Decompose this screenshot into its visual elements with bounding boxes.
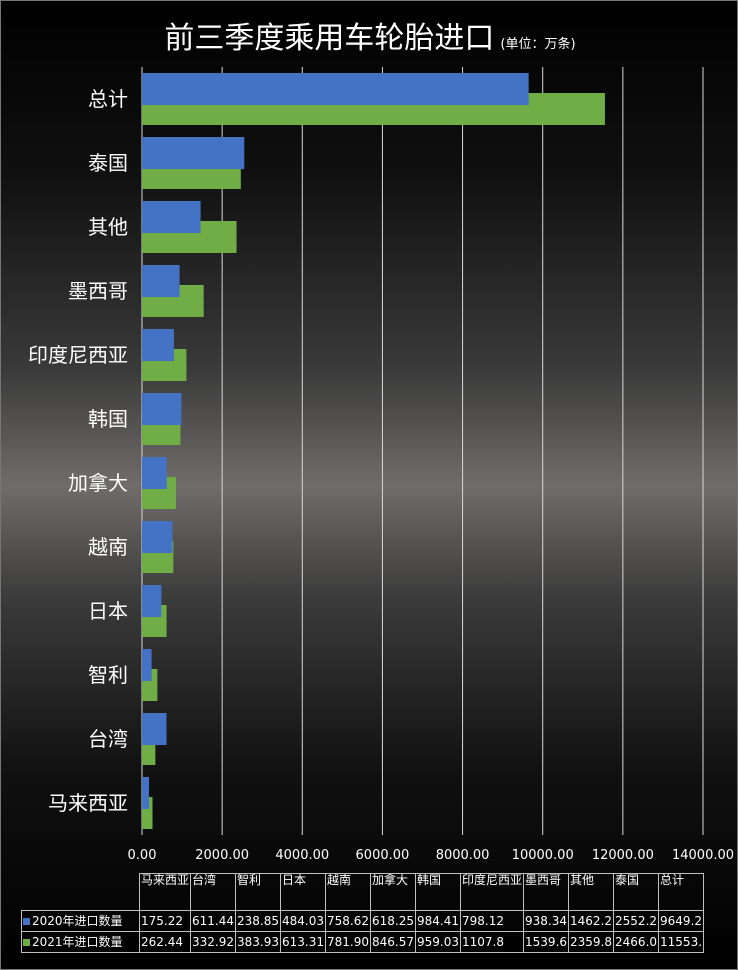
table-row: 2020年进口数量 175.22 611.44 238.85 484.03 758.62 6… — [21, 910, 705, 932]
category-label: 马来西亚 — [48, 791, 128, 815]
table-value-cell: 984.41 — [415, 910, 462, 932]
chart-unit-label: (单位：万条) — [500, 37, 576, 52]
table-value-cell: 758.62 — [325, 910, 372, 932]
legend-key — [23, 939, 30, 946]
series-legend-label: 2021年进口数量 — [21, 931, 140, 953]
table-header-cell: 智利 — [235, 873, 282, 911]
table-value-cell: 613.31 — [280, 931, 327, 953]
category-label: 其他 — [88, 215, 128, 239]
bar-2020 — [142, 457, 167, 489]
table-value-cell: 959.03 — [415, 931, 462, 953]
table-value-cell: 781.90 — [325, 931, 372, 953]
x-tick-label: 4000.00 — [275, 848, 329, 863]
table-header-cell: 墨西哥 — [523, 873, 570, 911]
table-header-cell: 印度尼西亚 — [460, 873, 525, 911]
table-header-cell: 马来西亚 — [138, 873, 192, 911]
table-value-cell: 2552.2 — [613, 910, 660, 932]
x-tick-label: 0.00 — [128, 848, 157, 863]
table-corner — [21, 873, 140, 911]
x-tick-label: 2000.00 — [195, 848, 249, 863]
bar-2020 — [142, 777, 150, 809]
category-label: 泰国 — [88, 151, 128, 175]
table-value-cell: 846.57 — [370, 931, 417, 953]
table-value-cell: 938.34 — [523, 910, 570, 932]
category-label: 加拿大 — [68, 471, 128, 495]
bar-2020 — [142, 137, 245, 169]
table-value-cell: 175.22 — [138, 910, 192, 932]
table-header-cell: 日本 — [280, 873, 327, 911]
bar-2020 — [142, 713, 167, 745]
bar-2020 — [142, 265, 180, 297]
bar-chart: 0.00 2000.00 4000.00 6000.00 8000.00 10000.00… — [28, 67, 734, 863]
x-tick-label: 10000.00 — [512, 848, 574, 863]
bar-2020 — [142, 201, 201, 233]
x-tick-label: 6000.00 — [356, 848, 410, 863]
category-label: 日本 — [88, 599, 128, 623]
table-value-cell: 262.44 — [138, 931, 192, 953]
table-header-cell: 泰国 — [613, 873, 660, 911]
table-header-cell: 其他 — [568, 873, 615, 911]
table-value-cell: 9649.2 — [658, 910, 705, 932]
chart-title: 前三季度乘用车轮胎进口 — [164, 21, 495, 56]
x-tick-label: 14000.00 — [672, 848, 734, 863]
category-label: 台湾 — [88, 727, 128, 751]
table-header-cell: 总计 — [658, 873, 705, 911]
table-value-cell: 332.92 — [190, 931, 237, 953]
category-label: 总计 — [88, 87, 128, 111]
legend-key — [23, 918, 30, 925]
table-value-cell: 798.12 — [460, 910, 525, 932]
chart-data-table: 马来西亚 台湾 智利 日本 越南 加拿大 韩国 印度尼西亚 墨西哥 其他 泰国 总计 2020年进口数量… — [21, 873, 705, 953]
table-value-cell: 383.93 — [235, 931, 282, 953]
category-label: 墨西哥 — [68, 279, 128, 303]
bar-2020 — [142, 649, 152, 681]
table-value-cell: 484.03 — [280, 910, 327, 932]
category-label: 印度尼西亚 — [28, 343, 128, 367]
x-tick-label: 8000.00 — [436, 848, 490, 863]
chart-title-block: 前三季度乘用车轮胎进口 (单位：万条) — [1, 13, 738, 57]
table-value-cell: 1462.2 — [568, 910, 615, 932]
table-value-cell: 611.44 — [190, 910, 237, 932]
category-label: 韩国 — [88, 407, 128, 431]
table-value-cell: 1539.6 — [523, 931, 570, 953]
category-label: 智利 — [88, 663, 128, 687]
table-row: 2021年进口数量 262.44 332.92 383.93 613.31 781.90 8… — [21, 931, 705, 953]
table-value-cell: 238.85 — [235, 910, 282, 932]
table-header-cell: 韩国 — [415, 873, 462, 911]
table-value-cell: 1107.8 — [460, 931, 525, 953]
bar-2020 — [142, 329, 174, 361]
bar-2020 — [142, 585, 162, 617]
x-tick-label: 12000.00 — [592, 848, 654, 863]
series-legend-label: 2020年进口数量 — [21, 910, 140, 932]
table-value-cell: 618.25 — [370, 910, 417, 932]
bar-2020 — [142, 393, 182, 425]
table-value-cell: 2466.0 — [613, 931, 660, 953]
bar-2021 — [142, 797, 153, 829]
table-value-cell: 2359.8 — [568, 931, 615, 953]
table-header-cell: 台湾 — [190, 873, 237, 911]
table-header-cell: 越南 — [325, 873, 372, 911]
bar-2020 — [142, 73, 529, 105]
bar-2020 — [142, 521, 173, 553]
table-header-cell: 加拿大 — [370, 873, 417, 911]
table-value-cell: 11553. — [658, 931, 705, 953]
category-label: 越南 — [88, 535, 128, 559]
